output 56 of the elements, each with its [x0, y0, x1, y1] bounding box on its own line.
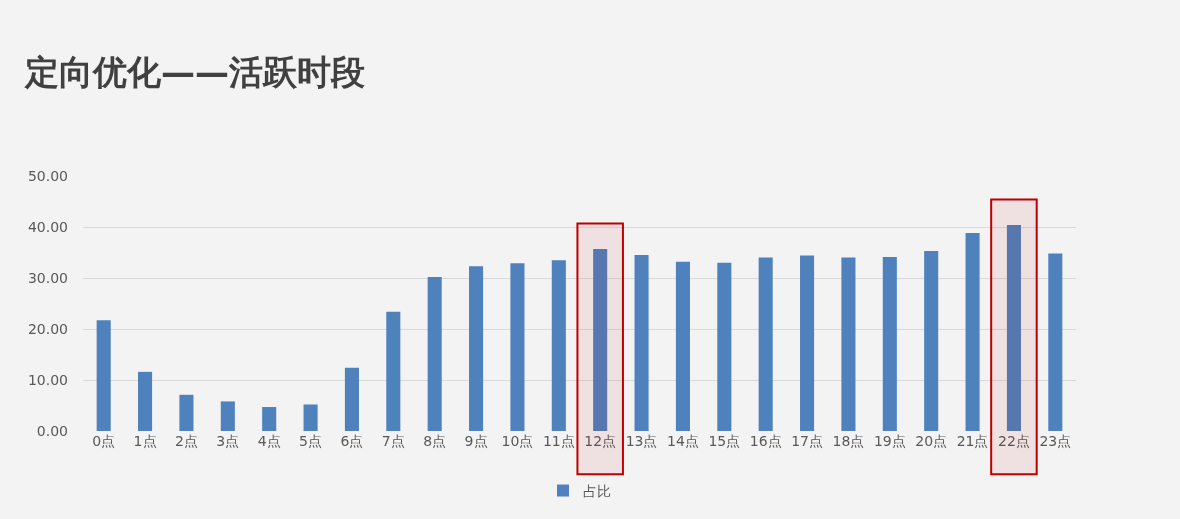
bar	[96, 320, 111, 431]
bar	[386, 311, 401, 431]
x-tick-label: 3点	[216, 433, 240, 449]
bar	[758, 257, 773, 431]
bar	[634, 255, 649, 431]
x-tick-label: 22点	[998, 433, 1030, 449]
bar	[924, 250, 939, 431]
bar	[303, 404, 318, 431]
x-tick-label: 8点	[423, 433, 447, 449]
bar	[179, 394, 194, 431]
x-tick-label: 4点	[257, 433, 281, 449]
bar	[510, 263, 525, 431]
x-tick-label: 17点	[791, 433, 823, 449]
x-tick-label: 5点	[299, 433, 323, 449]
bar	[427, 276, 442, 431]
y-tick-label: 20.00	[27, 320, 68, 337]
x-tick-label: 18点	[832, 433, 865, 449]
x-tick-label: 19点	[873, 433, 906, 449]
bar	[469, 266, 484, 431]
bar	[262, 407, 277, 431]
bar	[344, 367, 359, 431]
bar	[1048, 253, 1063, 431]
x-tick-label: 6点	[340, 433, 364, 449]
bar	[551, 260, 566, 431]
x-tick-label: 1点	[133, 433, 157, 449]
bar	[1006, 224, 1021, 431]
y-tick-label: 10.00	[27, 371, 68, 388]
bar	[841, 257, 856, 431]
y-tick-label: 0.00	[36, 422, 68, 439]
bar	[138, 371, 153, 431]
x-tick-label: 23点	[1039, 433, 1072, 449]
x-tick-label: 0点	[92, 433, 116, 449]
y-tick-label: 50.00	[27, 167, 68, 184]
x-tick-label: 14点	[667, 433, 699, 449]
bar	[593, 248, 608, 431]
y-tick-label: 30.00	[27, 269, 68, 286]
x-tick-label: 21点	[956, 433, 989, 449]
x-tick-label: 13点	[625, 433, 658, 449]
chart-title: 定向优化——活跃时段	[24, 51, 365, 92]
legend-label: 占比	[583, 482, 611, 499]
x-tick-label: 15点	[708, 433, 741, 449]
bar	[800, 255, 815, 431]
bar	[675, 261, 690, 431]
x-tick-label: 11点	[542, 433, 575, 449]
x-tick-label: 12点	[584, 433, 617, 449]
x-tick-label: 9点	[464, 433, 488, 449]
bar	[965, 233, 980, 431]
bar	[717, 262, 732, 431]
bar	[220, 401, 235, 431]
x-tick-label: 16点	[749, 433, 782, 449]
x-tick-label: 7点	[381, 433, 405, 449]
x-tick-label: 20点	[915, 433, 948, 449]
x-tick-label: 2点	[174, 433, 198, 449]
y-tick-label: 40.00	[27, 218, 68, 235]
bar	[882, 257, 897, 431]
x-tick-label: 10点	[501, 433, 534, 449]
